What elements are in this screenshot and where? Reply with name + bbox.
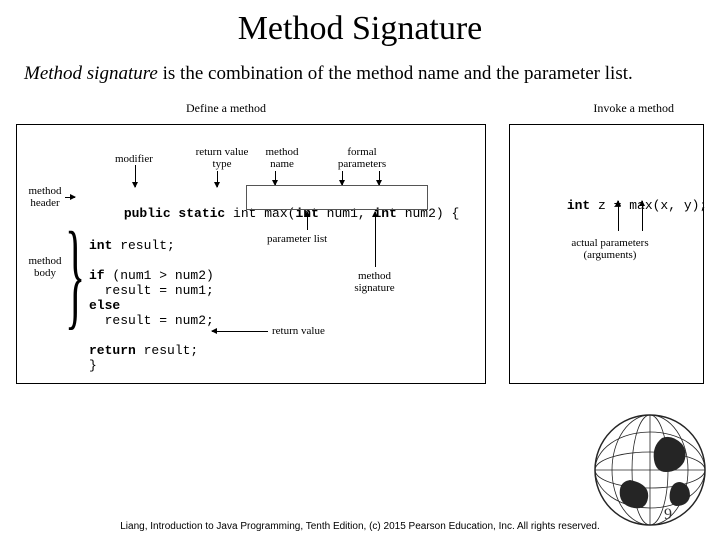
arrow xyxy=(618,201,619,231)
label-formal-params: formalparameters xyxy=(332,146,392,170)
body-text: Method signature is the combination of t… xyxy=(0,62,720,96)
invoke-title: Invoke a method xyxy=(593,101,674,116)
arrow xyxy=(217,171,218,187)
label-return-value: return value xyxy=(272,325,325,337)
signature-box xyxy=(246,185,428,210)
arrow xyxy=(642,201,643,231)
arrow xyxy=(275,171,276,185)
arrow xyxy=(307,212,308,230)
label-method-header: methodheader xyxy=(23,185,67,209)
label-method-name: methodname xyxy=(257,146,307,170)
label-parameter-list: parameter list xyxy=(267,233,327,245)
arrow xyxy=(212,331,268,332)
arrow xyxy=(342,171,343,185)
label-method-signature: methodsignature xyxy=(347,270,402,294)
slide-title: Method Signature xyxy=(0,0,720,62)
arrow xyxy=(379,171,380,185)
method-body-code: int result; if (num1 > num2) result = nu… xyxy=(89,223,214,373)
invoke-code: int z = max(x, y); xyxy=(520,183,707,228)
label-return-type: return valuetype xyxy=(192,146,252,170)
arrow xyxy=(375,212,376,267)
body-rest: is the combination of the method name an… xyxy=(158,63,633,84)
arrow xyxy=(135,165,136,187)
invoke-box: int z = max(x, y); actual parameters(arg… xyxy=(509,124,704,384)
define-box: modifier return valuetype methodname for… xyxy=(16,124,486,384)
diagram: Define a method Invoke a method modifier… xyxy=(16,106,704,416)
globe-icon xyxy=(590,410,710,530)
page-number: 9 xyxy=(664,506,672,524)
label-actual-params: actual parameters(arguments) xyxy=(555,237,665,261)
arrow xyxy=(65,197,75,198)
footer-text: Liang, Introduction to Java Programming,… xyxy=(0,521,720,533)
define-title: Define a method xyxy=(186,101,266,116)
label-method-body: methodbody xyxy=(23,255,67,279)
brace-icon: } xyxy=(65,220,85,328)
term: Method signature xyxy=(24,63,158,84)
label-modifier: modifier xyxy=(115,153,153,165)
